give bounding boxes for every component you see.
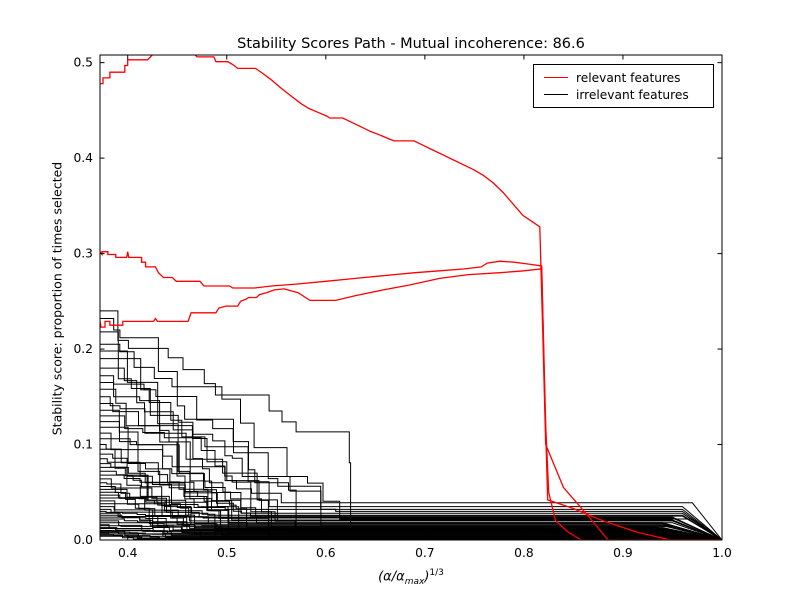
relevant-line-2 <box>100 268 722 540</box>
legend-label-irrelevant: irrelevant features <box>576 87 689 102</box>
legend-entry-relevant: relevant features <box>540 69 707 86</box>
y-tick-label: 0.5 <box>73 56 93 70</box>
x-tick-label: 0.6 <box>316 546 336 560</box>
irrelevant-line-54 <box>100 535 722 540</box>
y-tick-label: 0.3 <box>73 247 93 261</box>
irrelevant-line-6 <box>100 367 722 540</box>
irrelevant-line-43 <box>100 522 722 540</box>
relevant-line-sample <box>544 77 568 78</box>
plot-area <box>100 55 722 540</box>
y-tick-label: 0.2 <box>73 342 93 356</box>
x-axis-label-main: (α/α <box>378 569 405 585</box>
irrelevant-line-18 <box>100 444 722 540</box>
irrelevant-line-7 <box>100 375 722 540</box>
legend-entry-irrelevant: irrelevant features <box>540 86 707 103</box>
x-tick-label: 0.5 <box>217 546 237 560</box>
y-tick-label: 0.1 <box>73 438 93 452</box>
irrelevant-line-21 <box>100 458 722 540</box>
x-axis-label-exponent: 1/3 <box>429 568 444 578</box>
irrelevant-line-37 <box>100 510 722 540</box>
irrelevant-line-53 <box>100 534 722 540</box>
irrelevant-line-39 <box>100 514 722 540</box>
irrelevant-line-48 <box>100 530 722 540</box>
x-axis-label-paren: ) <box>424 569 430 585</box>
y-tick-label: 0.0 <box>73 533 93 547</box>
legend-box: relevant features irrelevant features <box>533 64 714 108</box>
y-tick-label: 0.4 <box>73 151 93 165</box>
irrelevant-line-3 <box>100 343 722 540</box>
irrelevant-line-11 <box>100 403 722 540</box>
x-axis-label: (α/αmax)1/3 <box>100 568 722 587</box>
irrelevant-line-40 <box>100 516 722 540</box>
irrelevant-line-34 <box>100 503 722 540</box>
y-axis-label: Stability score: proportion of times sel… <box>49 161 65 436</box>
relevant-line-1 <box>100 251 722 540</box>
x-tick-label: 0.4 <box>118 546 138 560</box>
x-tick-label: 0.7 <box>415 546 435 560</box>
x-tick-label: 0.9 <box>613 546 633 560</box>
irrelevant-line-8 <box>100 382 722 540</box>
x-axis-label-subscript: max <box>404 576 425 587</box>
irrelevant-line-0 <box>100 310 722 540</box>
irrelevant-line-46 <box>100 527 722 540</box>
axes-spines <box>99 54 723 541</box>
chart-title: Stability Scores Path - Mutual incoheren… <box>237 36 585 52</box>
irrelevant-line-45 <box>100 525 722 540</box>
irrelevant-line-29 <box>100 488 722 540</box>
irrelevant-line-27 <box>100 482 722 540</box>
irrelevant-line-sample <box>544 94 568 95</box>
irrelevant-line-23 <box>100 466 722 540</box>
legend-label-relevant: relevant features <box>576 70 681 85</box>
irrelevant-line-16 <box>100 432 722 540</box>
irrelevant-line-2 <box>100 331 722 540</box>
irrelevant-line-17 <box>100 438 722 540</box>
x-tick-label: 1.0 <box>712 546 732 560</box>
relevant-line-0 <box>100 55 722 540</box>
x-tick-label: 0.8 <box>514 546 534 560</box>
